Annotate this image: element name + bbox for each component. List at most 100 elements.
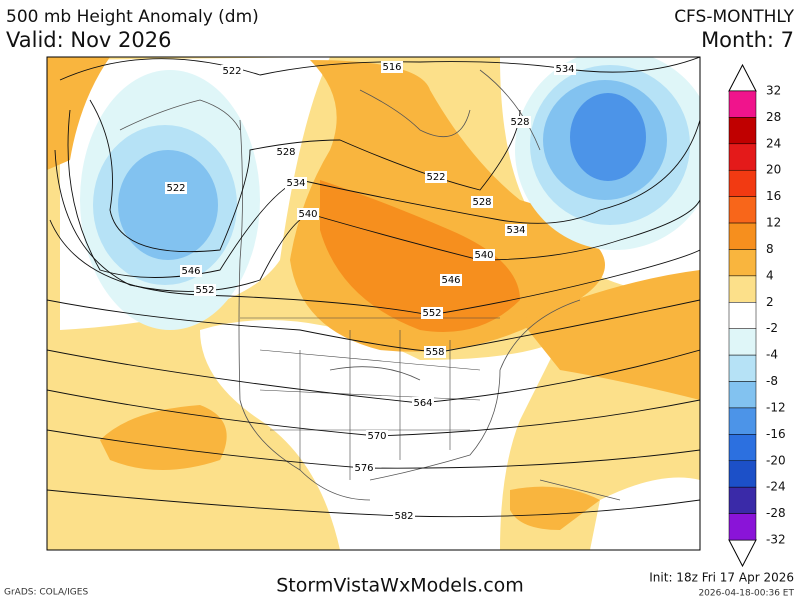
contour-label: 552 bbox=[422, 308, 441, 319]
contour-label-bg bbox=[505, 224, 527, 236]
contour-label-bg bbox=[353, 462, 375, 474]
colorbar-swatch bbox=[728, 434, 757, 462]
colorbar-label: 32 bbox=[766, 84, 781, 98]
contour-label-bg bbox=[393, 510, 415, 522]
valid-date: Valid: Nov 2026 bbox=[6, 28, 171, 52]
contour bbox=[89, 99, 521, 253]
grads-credit: GrADS: COLA/IGES bbox=[4, 588, 88, 598]
contour-label-bg bbox=[275, 146, 297, 158]
positive-anomaly bbox=[320, 180, 520, 332]
colorbar-label: -4 bbox=[766, 348, 778, 362]
contour-label-bg bbox=[473, 249, 495, 261]
contour-label: 540 bbox=[298, 209, 317, 220]
map: 522 516 534 528 528 522 534 522 540 528 534 540 546 5… bbox=[47, 57, 700, 550]
colorbar-swatch bbox=[728, 275, 757, 303]
colorbar-label: 24 bbox=[766, 136, 781, 150]
contour-label-bg bbox=[554, 63, 576, 75]
contour-label: 528 bbox=[510, 117, 529, 128]
map-title: 500 mb Height Anomaly (dm) bbox=[6, 7, 259, 27]
coastline bbox=[119, 69, 621, 501]
contour-label-bg bbox=[165, 182, 187, 194]
contour-label-bg bbox=[440, 274, 462, 286]
colorbar-label: 20 bbox=[766, 163, 781, 177]
contour-label: 528 bbox=[276, 147, 295, 158]
colorbar-swatch bbox=[728, 513, 757, 541]
colorbar-swatch bbox=[728, 222, 757, 250]
colorbar-label: 4 bbox=[766, 268, 774, 282]
timestamp: 2026-04-18-00:36 ET bbox=[698, 589, 794, 599]
contour-label-bg bbox=[412, 397, 434, 409]
colorbar-label: -16 bbox=[766, 427, 786, 441]
contour-label: 528 bbox=[472, 197, 491, 208]
site-name: StormVistaWxModels.com bbox=[276, 575, 524, 597]
contour-label-bg bbox=[285, 177, 307, 189]
contour-label: 522 bbox=[222, 66, 241, 77]
colorbar-swatch bbox=[728, 196, 757, 224]
map-frame bbox=[46, 56, 701, 551]
negative-anomaly bbox=[570, 93, 646, 181]
neutral-area bbox=[590, 477, 700, 550]
colorbar-label: -20 bbox=[766, 453, 786, 467]
colorbar-swatch bbox=[728, 90, 757, 118]
contour-label: 522 bbox=[426, 172, 445, 183]
colorbar-label: -24 bbox=[766, 480, 786, 494]
contour-label-bg bbox=[425, 171, 447, 183]
colorbar-swatch bbox=[728, 143, 757, 171]
contour bbox=[49, 219, 700, 316]
colorbar-swatch bbox=[728, 169, 757, 197]
contour-label-bg bbox=[421, 307, 443, 319]
contour bbox=[47, 349, 700, 404]
colorbar-swatch bbox=[728, 302, 757, 329]
contour-label: 534 bbox=[286, 178, 305, 189]
positive-anomaly bbox=[520, 270, 700, 400]
contour-label: 534 bbox=[506, 225, 525, 236]
contour-label: 570 bbox=[367, 431, 386, 442]
positive-anomaly bbox=[47, 57, 110, 170]
contour-label: 534 bbox=[555, 64, 574, 75]
colorbar: 32 28 24 20 16 12 8 4 2 -2 -4 -8 -12 -16 -20 -24 -28 -32 bbox=[728, 63, 786, 568]
colorbar-swatch bbox=[728, 117, 757, 145]
contour-label-bg bbox=[509, 116, 531, 128]
colorbar-end bbox=[728, 539, 757, 568]
contour-label-bg bbox=[180, 265, 202, 277]
colorbar-label: -2 bbox=[766, 321, 778, 335]
model-name: CFS-MONTHLY bbox=[674, 7, 794, 27]
contour-label: 516 bbox=[382, 62, 401, 73]
contour-label-bg bbox=[194, 284, 216, 296]
contour-label: 540 bbox=[474, 250, 493, 261]
contour-label: 576 bbox=[354, 463, 373, 474]
contour-label: 546 bbox=[441, 275, 460, 286]
contour bbox=[59, 57, 700, 81]
colorbar-swatch bbox=[728, 486, 757, 514]
contour-label: 582 bbox=[394, 511, 413, 522]
colorbar-label: -32 bbox=[766, 533, 786, 547]
colorbar-swatch bbox=[728, 407, 757, 435]
colorbar-label: -12 bbox=[766, 400, 786, 414]
contour-label: 558 bbox=[425, 347, 444, 358]
contour-label: 522 bbox=[166, 183, 185, 194]
colorbar-label: -28 bbox=[766, 506, 786, 520]
contour-label-bg bbox=[471, 196, 493, 208]
contour-label-bg bbox=[424, 346, 446, 358]
init-time: Init: 18z Fri 17 Apr 2026 bbox=[649, 571, 794, 585]
positive-anomaly bbox=[100, 405, 227, 470]
negative-anomaly bbox=[118, 150, 218, 260]
contour-label: 552 bbox=[195, 285, 214, 296]
contour-labels: 522 516 534 528 528 522 534 522 540 528 534 540 546 5… bbox=[165, 61, 576, 522]
contour-label-bg bbox=[366, 430, 388, 442]
colorbar-swatch bbox=[728, 381, 757, 409]
contour bbox=[47, 299, 700, 353]
colorbar-label: 12 bbox=[766, 216, 781, 230]
contour-label: 546 bbox=[181, 266, 200, 277]
colorbar-label: 2 bbox=[766, 295, 774, 309]
contour-label-bg bbox=[221, 65, 243, 77]
colorbar-swatch bbox=[728, 328, 757, 356]
contour-label: 564 bbox=[413, 398, 432, 409]
positive-anomaly bbox=[510, 486, 600, 530]
month-label: Month: 7 bbox=[701, 28, 794, 52]
colorbar-swatch bbox=[728, 249, 757, 277]
colorbar-label: -8 bbox=[766, 374, 778, 388]
colorbar-end bbox=[728, 63, 757, 92]
colorbar-label: 8 bbox=[766, 242, 774, 256]
